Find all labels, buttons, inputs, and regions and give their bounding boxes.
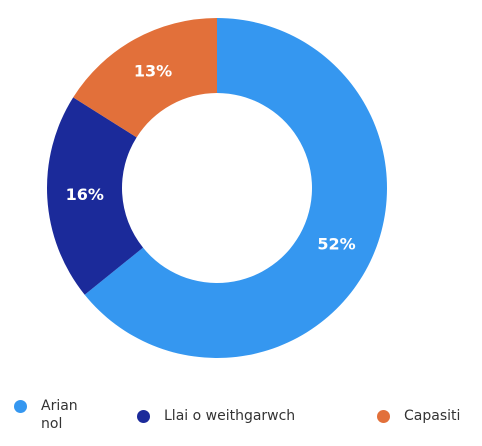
donut-slice [73, 18, 217, 138]
value-label: 13% [134, 61, 172, 80]
legend-item: Llai o weithgarwch [137, 407, 295, 425]
legend-swatch [14, 400, 27, 413]
legend-label: Llai o weithgarwch [164, 408, 296, 424]
donut-slice [84, 18, 387, 359]
value-label: 52% [317, 235, 355, 254]
legend-label: Capasiti [404, 408, 461, 424]
legend-label: Arian nol [41, 398, 78, 432]
legend-item: Arian nol [14, 397, 101, 433]
donut: 52% 16% 13% [47, 18, 387, 359]
legend-swatch [377, 410, 390, 423]
donut-slice [47, 97, 144, 295]
legend-item: Capasiti [377, 407, 460, 425]
value-label: 16% [66, 185, 104, 204]
legend-swatch [137, 410, 150, 423]
